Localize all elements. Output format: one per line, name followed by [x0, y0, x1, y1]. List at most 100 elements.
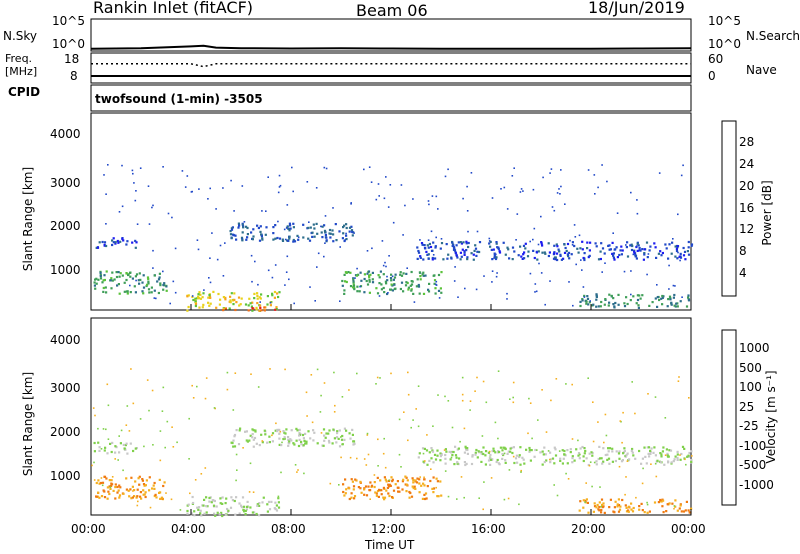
- velocity-cell: [662, 499, 665, 502]
- velocity-scatter: [363, 458, 366, 460]
- power-cell: [142, 274, 145, 277]
- velocity-scatter: [461, 376, 464, 379]
- velocity-cell: [219, 497, 222, 500]
- power-cell: [135, 273, 139, 276]
- velocity-scatter: [541, 463, 544, 466]
- power-cell: [240, 236, 244, 239]
- power-cell: [131, 241, 134, 244]
- power-cell: [162, 288, 165, 291]
- power-cell: [134, 275, 137, 278]
- velocity-cell: [681, 445, 685, 448]
- velocity-cell: [465, 448, 468, 451]
- velocity-cell: [296, 429, 299, 432]
- velocity-cell: [405, 490, 408, 493]
- velocity-cell: [630, 508, 633, 511]
- power-scatter: [571, 244, 574, 246]
- power-cell: [266, 295, 269, 298]
- power-cell: [637, 306, 640, 309]
- power-cell: [687, 299, 691, 302]
- power-scatter: [454, 266, 456, 268]
- power-cell: [391, 289, 394, 292]
- velocity-cell: [458, 457, 461, 460]
- power-scatter: [388, 255, 390, 257]
- velocity-cell: [603, 511, 606, 514]
- velocity-scatter: [348, 389, 350, 391]
- velocity-scatter: [417, 385, 420, 387]
- power-cell: [276, 292, 279, 295]
- velocity-cell: [136, 488, 139, 491]
- velocity-scatter: [248, 491, 251, 493]
- velocity-cell: [304, 442, 307, 445]
- power-scatter: [475, 288, 478, 291]
- velocity-scatter: [94, 414, 96, 417]
- power-cell: [434, 292, 437, 295]
- sky-right-tick-top: 10^5: [708, 14, 741, 28]
- power-cell: [230, 227, 233, 230]
- power-cell: [158, 276, 161, 279]
- velocity-cell: [253, 511, 256, 514]
- power-cell: [192, 298, 195, 302]
- velocity-cell: [186, 512, 189, 515]
- velocity-scatter: [497, 370, 500, 372]
- power-scatter: [630, 293, 632, 296]
- velocity-cell: [623, 449, 626, 453]
- velocity-cell: [369, 481, 372, 484]
- power-cell: [433, 274, 436, 277]
- velocity-cell: [103, 496, 107, 499]
- velocity-cell: [118, 496, 121, 499]
- power-scatter: [681, 296, 683, 298]
- power-scatter: [549, 172, 551, 174]
- power-cell: [657, 252, 660, 255]
- colorbar-frame: [721, 329, 737, 506]
- velocity-cell: [445, 450, 448, 453]
- velocity-cell: [246, 440, 249, 443]
- velocity-cell: [404, 475, 407, 478]
- velocity-cell: [493, 449, 496, 453]
- velocity-cell: [116, 485, 119, 489]
- power-scatter: [581, 269, 583, 271]
- velocity-cell: [600, 457, 603, 460]
- velocity-cell: [554, 448, 557, 451]
- velocity-cell: [137, 477, 140, 480]
- velocity-scatter: [494, 421, 497, 424]
- power-cell: [234, 308, 237, 312]
- velocity-cell: [382, 486, 385, 489]
- velocity-cell: [128, 495, 131, 498]
- velocity-cell: [133, 489, 136, 492]
- power-cell: [237, 226, 240, 229]
- velocity-cell: [110, 479, 113, 482]
- date-label: 18/Jun/2019: [588, 0, 685, 17]
- velocity-cell: [660, 500, 663, 503]
- power-cell: [259, 306, 262, 309]
- velocity-cell: [543, 446, 546, 449]
- power-cell: [676, 245, 679, 248]
- power-scatter: [257, 283, 259, 286]
- power-scatter: [677, 213, 679, 216]
- colorbar-tick: 12: [739, 222, 755, 237]
- velocity-cell: [208, 496, 211, 500]
- power-cell: [467, 245, 470, 249]
- power-scatter: [216, 258, 219, 261]
- power-scatter: [538, 262, 540, 265]
- power-cell: [165, 289, 168, 292]
- velocity-cell: [244, 513, 247, 516]
- velocity-cell: [287, 444, 290, 447]
- power-scatter: [522, 190, 524, 192]
- power-cell: [595, 305, 598, 308]
- velocity-cell: [287, 436, 290, 439]
- power-cell: [110, 287, 113, 290]
- velocity-cell: [454, 454, 458, 457]
- power-scatter: [162, 166, 164, 168]
- velocity-cell: [116, 491, 119, 494]
- power-cell: [607, 244, 610, 247]
- power-cell: [541, 251, 544, 254]
- velocity-cell: [305, 440, 308, 443]
- power-cell: [368, 278, 371, 282]
- velocity-cell: [340, 438, 344, 441]
- velocity-scatter: [111, 476, 114, 478]
- power-cell: [523, 257, 526, 260]
- power-cell: [147, 280, 150, 283]
- power-cell: [153, 289, 156, 292]
- power-cell: [229, 230, 232, 233]
- power-cell: [311, 235, 314, 238]
